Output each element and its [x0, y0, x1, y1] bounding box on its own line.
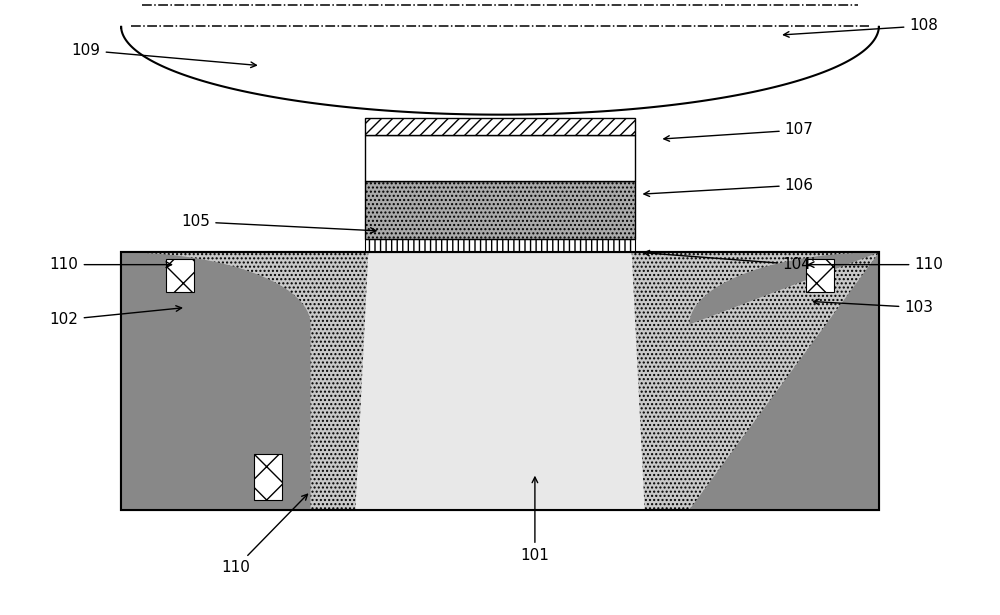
FancyBboxPatch shape [166, 258, 194, 292]
FancyBboxPatch shape [806, 258, 834, 292]
Text: 107: 107 [664, 122, 814, 141]
FancyBboxPatch shape [365, 181, 635, 239]
FancyBboxPatch shape [121, 252, 879, 510]
Text: 106: 106 [644, 178, 814, 196]
Text: 110: 110 [808, 257, 943, 272]
FancyBboxPatch shape [365, 135, 635, 181]
Text: 102: 102 [50, 306, 182, 327]
Text: 103: 103 [813, 299, 933, 315]
Polygon shape [355, 252, 645, 510]
Text: 110: 110 [50, 257, 172, 272]
Polygon shape [121, 252, 311, 510]
FancyBboxPatch shape [365, 117, 635, 135]
Text: 101: 101 [520, 477, 549, 563]
Polygon shape [121, 26, 879, 114]
Text: 108: 108 [784, 18, 938, 37]
Text: 105: 105 [181, 214, 376, 233]
Text: 109: 109 [72, 43, 256, 68]
FancyBboxPatch shape [254, 454, 282, 501]
Text: 104': 104' [644, 250, 816, 272]
Polygon shape [689, 252, 879, 510]
FancyBboxPatch shape [365, 239, 635, 252]
Text: 110: 110 [221, 494, 308, 575]
